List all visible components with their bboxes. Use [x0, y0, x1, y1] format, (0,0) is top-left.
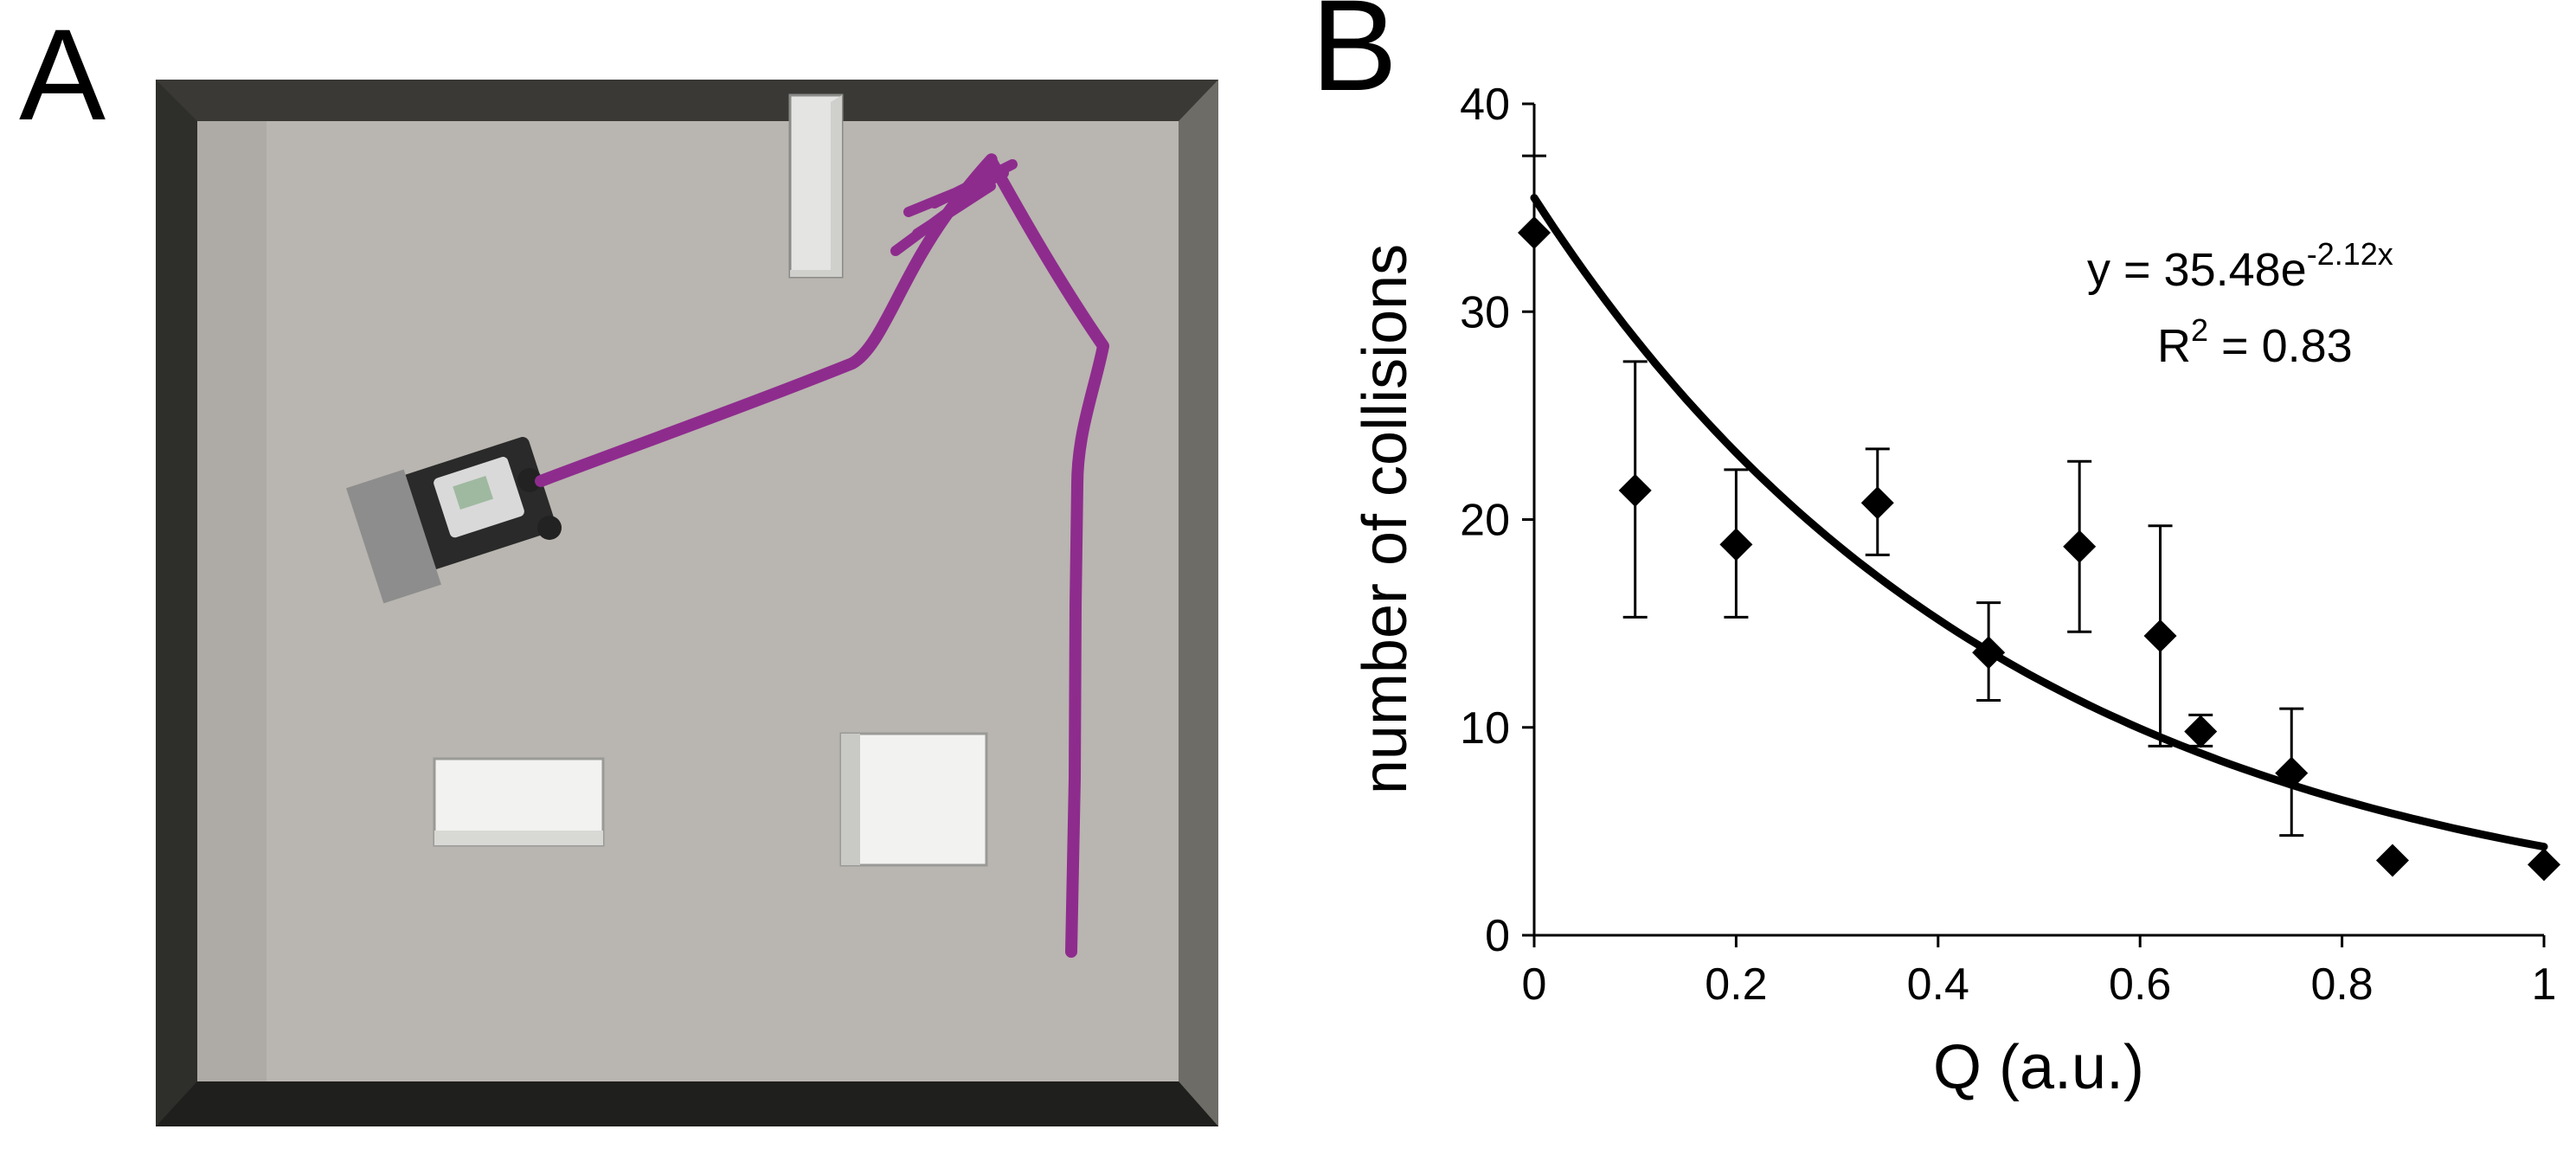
- x-tick-label: 0.4: [1907, 959, 1969, 1010]
- fit-equation-base: y = 35.48e: [2087, 244, 2307, 296]
- x-tick-label: 1: [2532, 959, 2557, 1010]
- data-point: [1518, 215, 1551, 249]
- panel-label-b: B: [1311, 0, 1397, 118]
- y-tick-label: 0: [1485, 911, 1510, 961]
- box-icon: [433, 757, 605, 847]
- y-axis-label: number of collisions: [1351, 244, 1420, 794]
- box-icon: [839, 732, 988, 867]
- x-tick-label: 0: [1522, 959, 1547, 1010]
- x-tick-label: 0.2: [1705, 959, 1767, 1010]
- data-point: [2184, 715, 2218, 748]
- r2-value: = 0.83: [2208, 320, 2353, 372]
- arena-wall-top: [156, 80, 1218, 121]
- x-axis-label: Q (a.u.): [1933, 1033, 2144, 1102]
- x-tick-label: 0.8: [2310, 959, 2373, 1010]
- y-ticks: 0 10 20 30 40: [1460, 80, 1534, 961]
- y-tick-label: 40: [1460, 80, 1510, 130]
- data-point: [1719, 528, 1753, 561]
- chart: 0 10 20 30 40 0 0.2 0.4 0.6 0.8 1 Q (a.u.) number…: [1351, 80, 2560, 1102]
- fit-curve: [1530, 194, 2548, 851]
- y-tick-label: 10: [1460, 703, 1510, 754]
- fit-r-squared: R2 = 0.83: [2157, 312, 2353, 372]
- arena-wall-right: [1179, 80, 1218, 1126]
- fit-equation: y = 35.48e-2.12x: [2087, 236, 2393, 296]
- data-point: [2375, 844, 2409, 877]
- arena-wall-bottom: [156, 1081, 1218, 1126]
- x-ticks: 0 0.2 0.4 0.6 0.8 1: [1522, 935, 2557, 1010]
- data-point: [1972, 636, 2006, 670]
- y-tick-label: 30: [1460, 287, 1510, 337]
- y-tick-label: 20: [1460, 496, 1510, 546]
- robot-trajectory-scribble: [890, 159, 1018, 256]
- data-points: [1518, 215, 2560, 882]
- data-point: [2063, 529, 2097, 563]
- robot-icon: [346, 437, 562, 604]
- data-point: [1860, 486, 1894, 520]
- data-point: [2528, 848, 2560, 882]
- floor-shadow: [197, 121, 267, 1081]
- r2-label: R: [2157, 320, 2191, 372]
- r2-superscript: 2: [2191, 312, 2208, 348]
- data-point: [2143, 619, 2177, 653]
- arena-photo: [156, 80, 1218, 1126]
- arena-floor: [197, 121, 1179, 1081]
- fit-line: [1530, 194, 2548, 851]
- data-point: [2275, 756, 2309, 790]
- fit-equation-exponent: -2.12x: [2307, 236, 2393, 272]
- panel-label-a: A: [19, 2, 106, 147]
- box-icon: [788, 93, 844, 279]
- data-point: [1618, 473, 1652, 507]
- x-tick-label: 0.6: [2109, 959, 2171, 1010]
